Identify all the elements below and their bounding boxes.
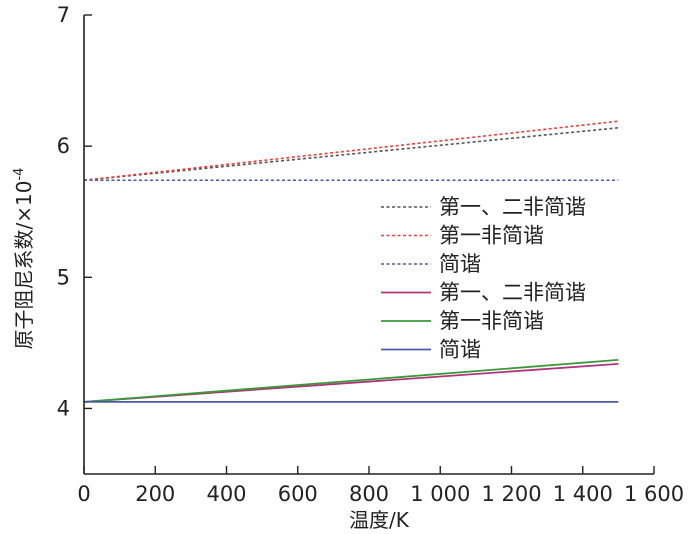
series-line-2 (83, 120, 619, 182)
y-axis-title-exponent: -4 (12, 168, 27, 181)
y-tick-label: 5 (57, 265, 70, 289)
x-tick-label: 1 400 (553, 482, 613, 506)
series-line-5 (83, 359, 619, 403)
y-axis-title-text: 原子阻尼系数/×10 (12, 181, 36, 350)
x-tick-label: 1 200 (481, 482, 541, 506)
series-line-1 (83, 126, 619, 182)
y-axis-title: 原子阻尼系数/×10-4 (12, 168, 36, 350)
legend-label: 第一、二非简谐 (439, 281, 586, 305)
legend-label: 简谐 (439, 252, 481, 276)
y-tick-label: 7 (57, 3, 70, 27)
legend-label: 简谐 (439, 338, 481, 362)
legend-label: 第一、二非简谐 (439, 195, 586, 219)
y-tick-label: 4 (57, 396, 70, 420)
series-layer (83, 120, 619, 403)
x-tick-label: 600 (278, 482, 318, 506)
x-tick-label: 200 (135, 482, 175, 506)
y-ticks: 4 5 6 7 (57, 3, 92, 420)
x-tick-label: 400 (206, 482, 246, 506)
x-tick-label: 0 (77, 482, 90, 506)
legend-label: 第一非简谐 (439, 309, 544, 333)
y-tick-label: 6 (57, 134, 70, 158)
legend-label: 第一非简谐 (439, 224, 544, 248)
x-ticks: 0 200 400 600 800 1 000 1 200 1 400 1 600 (77, 466, 684, 506)
x-tick-label: 1 600 (624, 482, 684, 506)
x-tick-label: 1 000 (410, 482, 470, 506)
x-tick-label: 800 (349, 482, 389, 506)
x-axis-title: 温度/K (349, 508, 410, 532)
